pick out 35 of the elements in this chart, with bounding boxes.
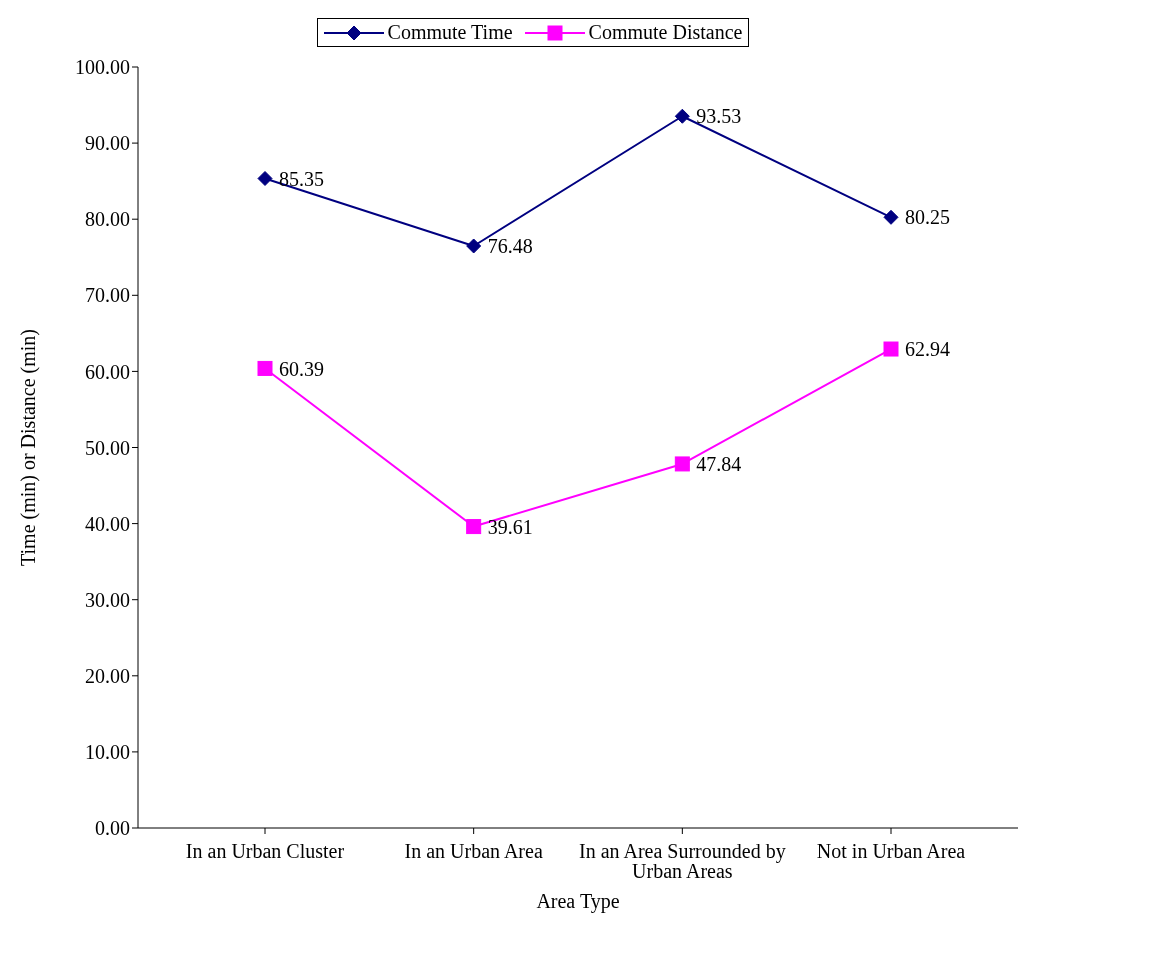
point (674, 108, 690, 124)
point (466, 519, 482, 535)
data-label: 47.84 (696, 453, 742, 476)
data-label: 93.53 (696, 105, 742, 128)
point (257, 170, 273, 186)
y-tick-label: 30.00 (85, 588, 130, 611)
data-label: 76.48 (487, 235, 533, 258)
y-tick-label: 100.00 (75, 56, 130, 79)
point (466, 238, 482, 254)
y-tick-label: 80.00 (85, 208, 130, 231)
data-label: 62.94 (905, 338, 950, 361)
y-tick-label: 60.00 (85, 360, 130, 383)
y-tick-label: 40.00 (85, 512, 130, 535)
data-label: 85.35 (279, 167, 324, 190)
point (257, 360, 273, 376)
legend-label: Commute Time (386, 21, 513, 44)
y-tick-label: 20.00 (85, 664, 130, 687)
data-label: 60.39 (279, 357, 324, 380)
x-tick-label: In an Urban Area (404, 840, 543, 863)
point (674, 456, 690, 472)
y-tick-label: 90.00 (85, 132, 130, 155)
y-tick-label: 0.00 (95, 817, 130, 840)
x-tick-label: In an Urban Cluster (185, 840, 345, 863)
legend-label: Commute Distance (587, 21, 743, 44)
y-tick-label: 10.00 (85, 741, 130, 763)
x-tick-label: In an Area Surrounded by Urban Areas (579, 840, 786, 883)
data-label: 80.25 (905, 206, 950, 229)
x-tick-label: Not in Urban Area (816, 840, 966, 863)
point (883, 209, 899, 225)
data-label: 39.61 (487, 515, 533, 538)
point (883, 341, 899, 357)
y-tick-label: 70.00 (85, 284, 130, 307)
y-axis-title: Time (min) or Distance (min) (17, 328, 41, 567)
y-tick-label: 50.00 (85, 436, 130, 459)
x-axis-title: Area Type (536, 890, 620, 913)
